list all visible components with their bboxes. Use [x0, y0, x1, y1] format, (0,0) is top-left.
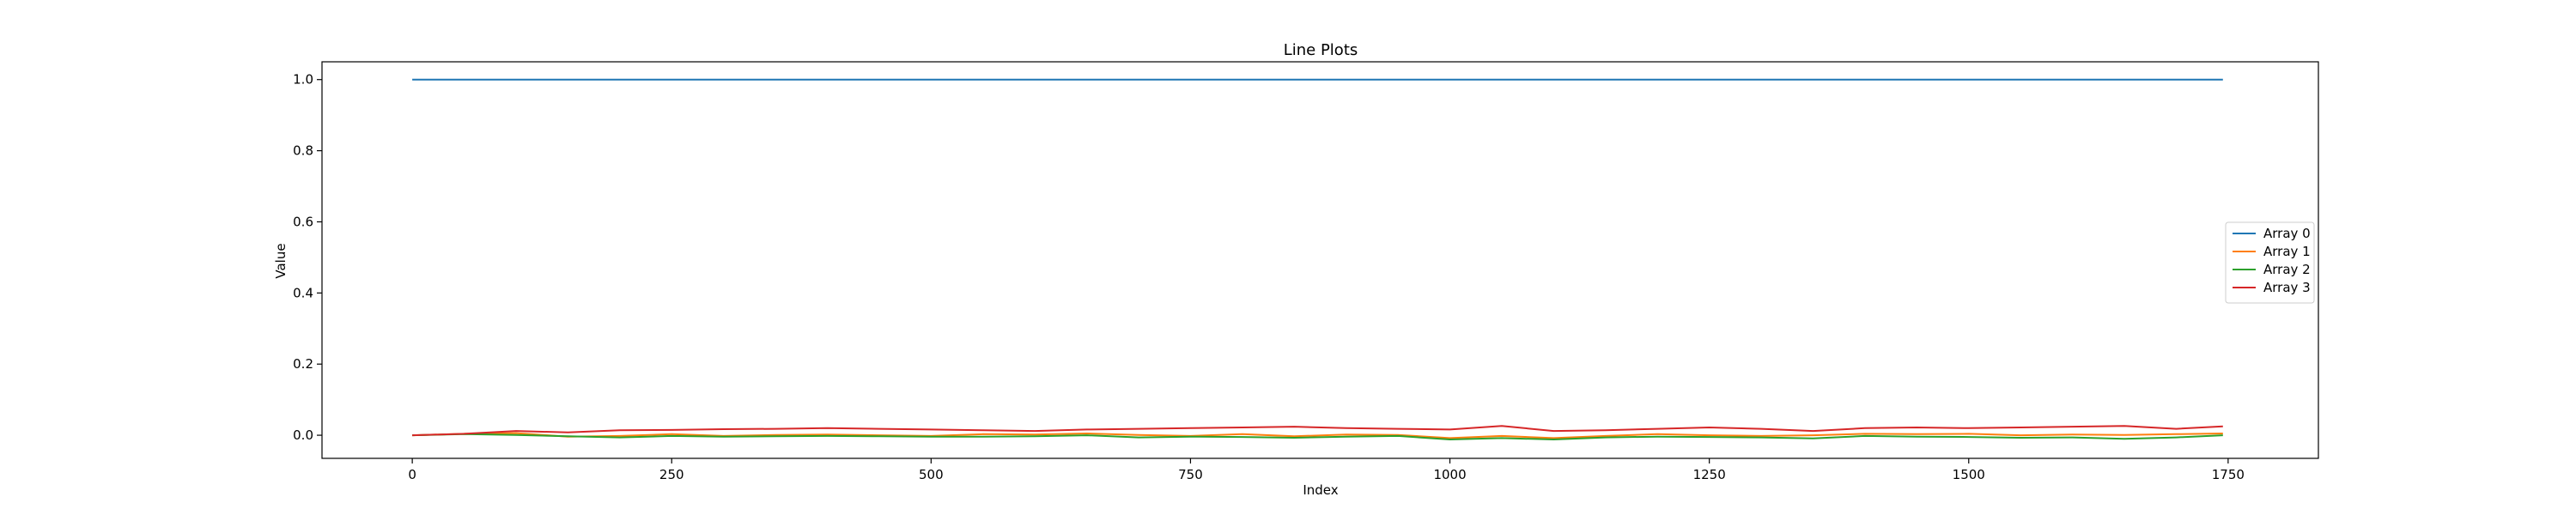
legend-label: Array 1 [2263, 244, 2311, 259]
x-tick-label: 1000 [1433, 467, 1466, 482]
x-axis: 0 250 500 750 1000 1250 1500 1750 [408, 458, 2245, 482]
legend-label: Array 0 [2263, 226, 2311, 241]
legend: Array 0 Array 1 Array 2 Array 3 [2225, 221, 2315, 304]
y-tick-label: 0.6 [293, 214, 313, 229]
x-tick-label: 0 [408, 467, 416, 482]
y-tick-label: 0.4 [293, 285, 313, 300]
legend-label: Array 2 [2263, 262, 2311, 277]
x-tick-label: 500 [919, 467, 944, 482]
series-line-2 [412, 433, 2223, 440]
y-tick-label: 1.0 [293, 72, 313, 88]
y-tick-label: 0.8 [293, 143, 313, 159]
y-axis: 0.0 0.2 0.4 0.6 0.8 1.0 [293, 72, 322, 443]
plot-area [412, 78, 2223, 440]
x-tick-label: 750 [1178, 467, 1203, 482]
x-tick-label: 1250 [1693, 467, 1726, 482]
x-axis-label: Index [1303, 482, 1338, 498]
legend-label: Array 3 [2263, 280, 2311, 295]
x-tick-label: 1500 [1953, 467, 1985, 482]
y-tick-label: 0.2 [293, 356, 313, 372]
series-line-1 [412, 432, 2223, 439]
x-tick-label: 250 [659, 467, 684, 482]
plot-frame [321, 61, 2319, 459]
series-line-3 [412, 425, 2223, 437]
x-tick-label: 1750 [2212, 467, 2245, 482]
y-axis-label: Value [273, 243, 289, 278]
legend-box [2225, 221, 2315, 304]
chart-title: Line Plots [1284, 41, 1358, 59]
y-tick-label: 0.0 [293, 427, 313, 443]
